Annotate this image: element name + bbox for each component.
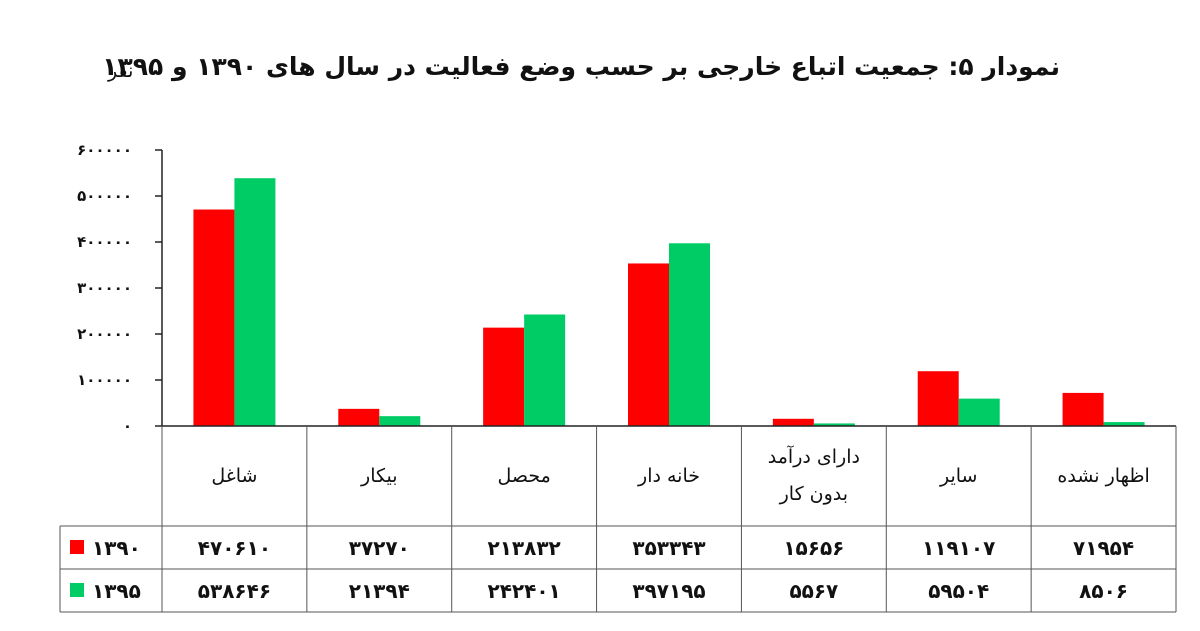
category-label: شاغل	[211, 465, 257, 487]
legend-label: ۱۳۹۵	[92, 579, 141, 603]
data-label: ۵۵۶۷	[789, 579, 838, 603]
y-tick-label: ۰	[123, 417, 132, 435]
data-label: ۴۷۰۶۱۰	[198, 536, 271, 560]
legend-swatch	[70, 540, 84, 554]
data-label: ۱۱۹۱۰۷	[922, 536, 995, 560]
bar-2	[958, 398, 1000, 426]
bar-1	[772, 418, 814, 426]
data-label: ۲۱۳۸۳۲	[488, 536, 561, 560]
category-label: دارای درآمد بدون کار	[768, 444, 860, 505]
chart-title: نمودار ۵: جمعیت اتباع خارجی بر حسب وضع ف…	[102, 52, 1060, 81]
data-label: ۲۱۳۹۴	[349, 579, 410, 603]
bar-1	[338, 408, 380, 426]
legend-swatch	[70, 583, 84, 597]
category-label: خانه دار	[637, 465, 700, 487]
data-label: ۵۳۸۶۴۶	[198, 579, 271, 603]
bar-1	[628, 263, 669, 426]
bar-1	[193, 209, 235, 426]
bar-2	[813, 423, 855, 426]
y-tick-label: ۱۰۰۰۰۰	[77, 371, 132, 389]
data-label: ۸۵۰۶	[1079, 579, 1128, 603]
data-label: ۳۵۳۳۴۳	[632, 536, 705, 560]
legend-label: ۱۳۹۰	[92, 536, 141, 560]
data-label: ۳۹۷۱۹۵	[632, 579, 705, 603]
data-label: ۵۹۵۰۴	[928, 579, 989, 603]
y-tick-label: ۵۰۰۰۰۰	[77, 187, 132, 205]
bar-2	[379, 416, 421, 426]
category-label: محصل	[497, 465, 550, 487]
y-tick-label: ۳۰۰۰۰۰	[77, 279, 132, 297]
unit-label: نفر	[108, 60, 134, 82]
bar-2	[669, 243, 710, 426]
category-label: اظهار نشده	[1057, 465, 1149, 487]
data-label: ۷۱۹۵۴	[1073, 536, 1134, 560]
y-tick-label: ۲۰۰۰۰۰	[77, 325, 132, 343]
bar-2	[524, 314, 566, 426]
y-tick-label: ۶۰۰۰۰۰	[77, 141, 132, 159]
data-label: ۲۴۲۴۰۱	[488, 579, 561, 603]
category-label: بیکار	[360, 465, 397, 487]
y-tick-label: ۴۰۰۰۰۰	[77, 233, 132, 251]
bar-1	[917, 371, 959, 426]
data-label: ۱۵۶۵۶	[783, 536, 844, 560]
data-label: ۳۷۲۷۰	[349, 536, 410, 560]
bar-1	[483, 327, 525, 426]
category-label: سایر	[939, 465, 977, 487]
bar-2	[1103, 422, 1145, 426]
bar-2	[234, 178, 276, 426]
bar-1	[1062, 392, 1104, 426]
